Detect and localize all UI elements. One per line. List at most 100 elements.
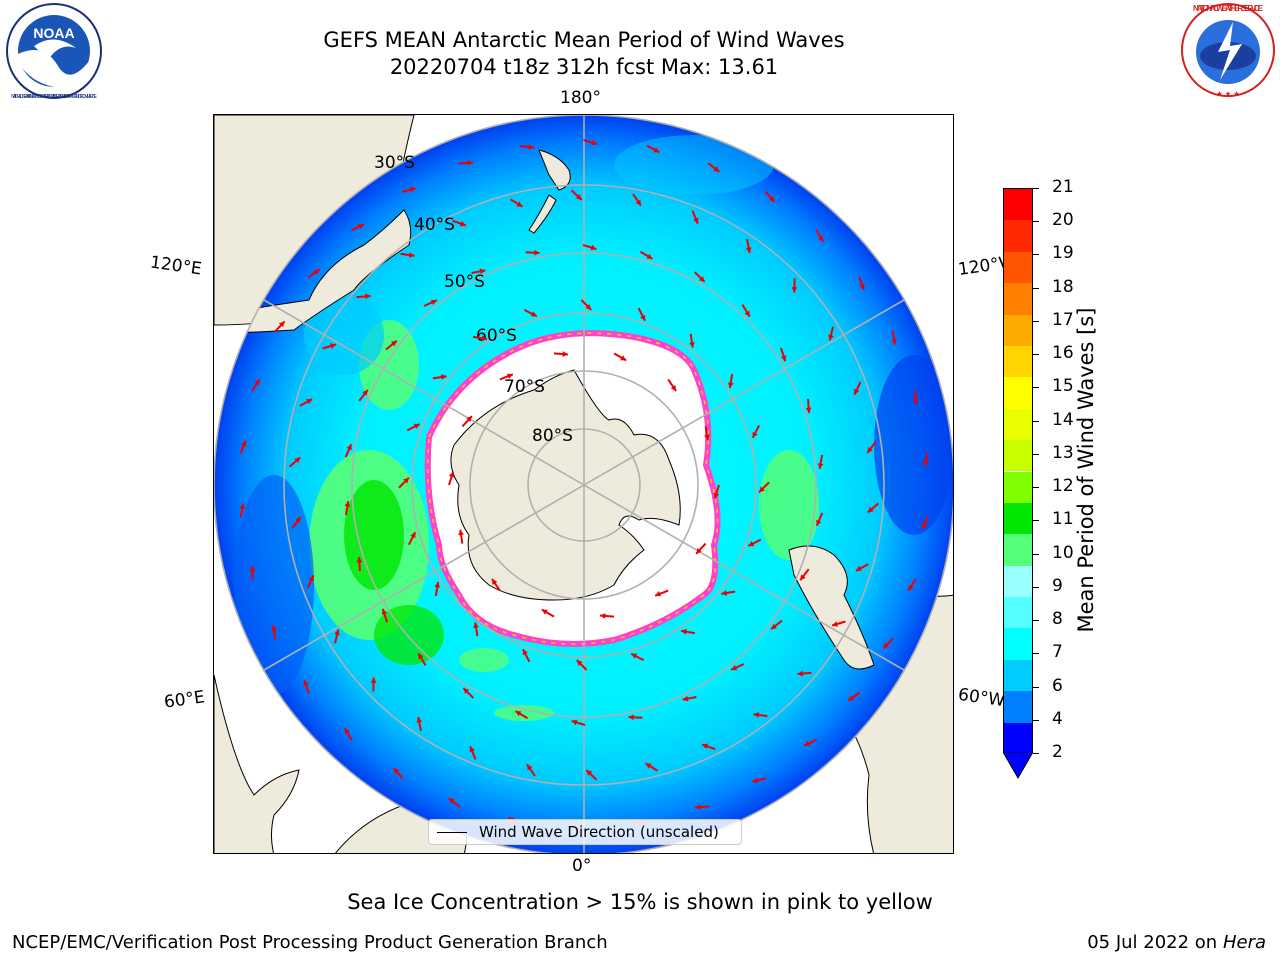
wind-wave-arrowhead: [645, 763, 652, 769]
wind-wave-arrowhead: [346, 444, 352, 451]
colorbar-segment: [1004, 251, 1032, 284]
wind-wave-arrowhead: [816, 519, 822, 526]
wind-wave-arrowhead: [271, 625, 277, 631]
wind-wave-arrowhead: [469, 746, 475, 753]
wind-wave-arrowhead: [713, 492, 720, 499]
wind-wave-arrowhead: [308, 575, 314, 582]
colorbar-tick-label: 20: [1052, 210, 1074, 231]
wind-wave-arrowhead: [458, 529, 464, 536]
wind-wave-arrowhead: [408, 252, 415, 258]
footer-date-text: 05 Jul 2022 on: [1087, 932, 1218, 953]
wind-wave-arrowhead: [640, 314, 646, 321]
noaa-text: NOAA: [33, 25, 74, 41]
wind-wave-arrowhead: [855, 565, 862, 571]
colorbar-segment: [1004, 691, 1032, 723]
wind-wave-arrowhead: [381, 608, 388, 615]
legend-label: Wind Wave Direction (unscaled): [479, 823, 719, 841]
wind-wave-arrowhead: [805, 407, 812, 413]
wind-wave-arrowhead: [344, 728, 350, 735]
wind-wave-arrowhead: [682, 695, 689, 702]
lat-label-40s: 40°S: [414, 215, 455, 235]
wind-wave-arrows: [239, 139, 929, 831]
colorbar-tick-label: 17: [1052, 309, 1074, 330]
colorbar-tick-mark: [1033, 553, 1039, 555]
wind-wave-arrowhead: [306, 399, 313, 405]
lon-label-0: 0°: [572, 856, 592, 876]
wind-wave-arrowhead: [356, 557, 363, 563]
wind-wave-arrowhead: [491, 578, 498, 585]
wind-wave-arrowhead: [646, 253, 653, 259]
svg-text:★ ★ ★: ★ ★ ★: [1216, 90, 1239, 98]
colorbar-segment: [1004, 628, 1032, 660]
wind-wave-arrowhead: [430, 299, 437, 306]
wind-wave-arrowhead: [466, 416, 472, 422]
colorbar-tick-label: 9: [1052, 575, 1063, 596]
wind-wave-arrowhead: [702, 743, 709, 749]
colorbar-tick-mark: [1033, 719, 1039, 721]
wind-wave-arrowhead: [832, 621, 838, 627]
wind-wave-arrowhead: [670, 385, 677, 392]
wind-wave-arrowhead: [467, 159, 473, 166]
wind-wave-arrowhead: [600, 613, 606, 619]
colorbar-segment: [1004, 471, 1032, 503]
wind-wave-arrowhead: [440, 374, 447, 380]
wind-wave-arrowhead: [908, 584, 914, 591]
wind-wave-arrowhead: [365, 293, 371, 300]
colorbar-tick-mark: [1033, 453, 1039, 455]
wind-wave-arrowhead: [530, 311, 537, 317]
nws-logo: NATIONAL WEATHER SERVICE ★ ★ ★: [1178, 0, 1278, 104]
wind-wave-arrowhead: [448, 471, 455, 478]
wind-wave-arrowhead: [541, 609, 548, 615]
wind-wave-arrowhead: [330, 343, 336, 349]
map-panel[interactable]: 30°S 40°S 50°S 60°S 70°S 80°S: [213, 114, 954, 854]
wind-wave-arrowhead: [575, 194, 582, 200]
colorbar-segment: [1004, 659, 1032, 692]
map-legend: Wind Wave Direction (unscaled): [428, 819, 742, 845]
colorbar-tick-mark: [1033, 653, 1039, 655]
footer-branch: NCEP/EMC/Verification Post Processing Pr…: [12, 932, 608, 953]
wind-wave-arrowhead: [804, 740, 811, 747]
plot-subtitle: 20220704 t18z 312h fcst Max: 13.61: [389, 55, 779, 79]
lon-label-180: 180°: [560, 88, 601, 108]
wind-wave-arrowhead: [689, 341, 695, 348]
wind-wave-arrowhead: [506, 373, 513, 379]
wind-wave-arrowhead: [241, 440, 247, 447]
wind-wave-arrowhead: [562, 351, 568, 357]
colorbar-segment: [1004, 597, 1032, 629]
colorbar-tick-mark: [1033, 354, 1039, 356]
lat-label-70s: 70°S: [504, 377, 545, 397]
wind-wave-arrowhead: [410, 532, 416, 539]
wind-wave-arrowhead: [867, 446, 873, 453]
wind-wave-arrowhead: [848, 695, 855, 701]
wind-wave-arrowhead: [859, 283, 865, 290]
colorbar-segment: [1004, 722, 1032, 754]
legend-line-icon: [437, 832, 467, 833]
wind-wave-arrowhead: [515, 711, 522, 717]
lon-label-60e: 60°E: [162, 687, 207, 713]
wind-wave-arrowhead: [655, 591, 662, 597]
nws-ring-text: NATIONAL WEATHER SERVICE: [1193, 4, 1264, 13]
wind-wave-arrowhead: [413, 423, 420, 429]
colorbar-tick-mark: [1033, 520, 1039, 522]
wind-wave-arrowhead: [752, 777, 759, 784]
colorbar-tick-label: 15: [1052, 376, 1074, 397]
wind-wave-arrowhead: [278, 321, 285, 328]
colorbar-segment: [1004, 283, 1032, 315]
wind-wave-arrowhead: [791, 287, 798, 293]
wind-wave-arrowhead: [713, 166, 720, 172]
wind-wave-arrowhead: [576, 660, 583, 666]
colorbar-tick-mark: [1033, 320, 1039, 322]
colorbar-tick-label: 13: [1052, 442, 1074, 463]
wind-wave-arrowhead: [635, 199, 641, 206]
antarctic-map[interactable]: 30°S 40°S 50°S 60°S 70°S 80°S: [214, 115, 954, 854]
wind-wave-arrowhead: [620, 355, 627, 361]
wind-wave-arrowhead: [681, 628, 687, 635]
wind-wave-arrowhead: [239, 503, 246, 510]
colorbar-segment: [1004, 377, 1032, 409]
wind-wave-arrowhead: [357, 223, 364, 230]
wind-wave-arrowhead: [448, 798, 455, 804]
colorbar-tick-mark: [1033, 254, 1039, 256]
lat-label-30s: 30°S: [374, 153, 415, 173]
wind-wave-arrowhead: [768, 196, 775, 203]
colorbar-segment: [1004, 345, 1032, 378]
